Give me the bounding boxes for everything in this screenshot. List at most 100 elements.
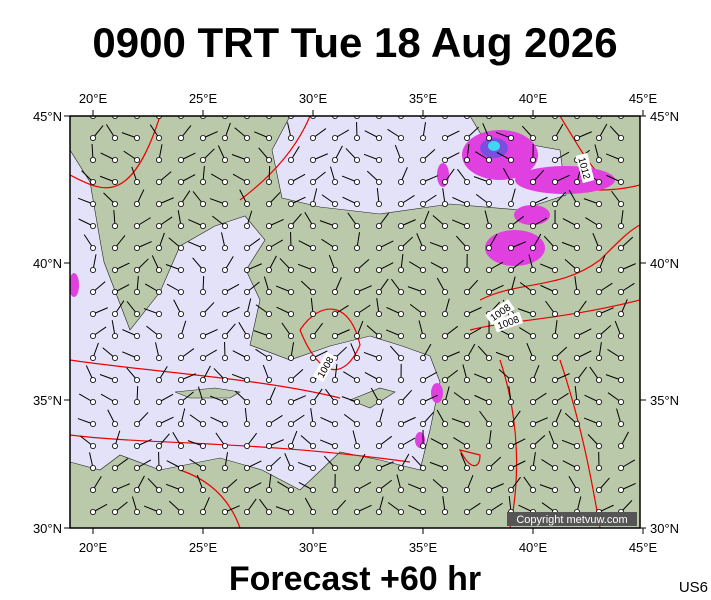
barb-station: [265, 486, 272, 493]
barb-station: [530, 332, 537, 339]
barb-station: [419, 310, 426, 317]
barb-station: [112, 420, 119, 427]
barb-station: [309, 222, 316, 229]
barb-station: [177, 486, 184, 493]
barb-station: [155, 222, 162, 229]
barb-station: [155, 200, 162, 207]
barb-station: [265, 178, 272, 185]
barb-station: [419, 464, 426, 471]
barb-shaft: [510, 116, 511, 117]
barb-station: [155, 508, 162, 515]
barb-station: [441, 508, 448, 515]
barb-station: [243, 156, 250, 163]
barb-station: [375, 398, 382, 405]
barb-station: [485, 332, 492, 339]
barb-station: [507, 222, 514, 229]
barb-station: [287, 156, 294, 163]
barb-station: [265, 200, 272, 207]
barb-station: [375, 442, 382, 449]
barb-station: [90, 244, 97, 251]
barb-station: [441, 244, 448, 251]
barb-station: [530, 222, 537, 229]
barb-station: [397, 486, 404, 493]
barb-station: [265, 134, 272, 141]
barb-station: [485, 222, 492, 229]
copyright-box: [507, 512, 637, 526]
barb-station: [574, 332, 581, 339]
barb-station: [507, 178, 514, 185]
barb-station: [221, 508, 228, 515]
barb-station: [485, 288, 492, 295]
barb-station: [199, 332, 206, 339]
barb-station: [375, 332, 382, 339]
barb-station: [397, 354, 404, 361]
barb-station: [287, 134, 294, 141]
barb-station: [353, 442, 360, 449]
barb-station: [287, 266, 294, 273]
barb-station: [441, 420, 448, 427]
barb-station: [507, 156, 514, 163]
barb-station: [309, 332, 316, 339]
barb-station: [90, 442, 97, 449]
barb-station: [596, 464, 603, 471]
barb-station: [221, 398, 228, 405]
barb-station: [155, 244, 162, 251]
barb-station: [177, 332, 184, 339]
barb-station: [199, 200, 206, 207]
lat-label: 30°N: [33, 521, 62, 536]
barb-station: [221, 288, 228, 295]
barb-station: [155, 398, 162, 405]
barb-shaft: [357, 116, 358, 117]
barb-station: [375, 244, 382, 251]
barb-station: [596, 200, 603, 207]
barb-station: [552, 288, 559, 295]
barb-station: [353, 464, 360, 471]
barb-station: [199, 354, 206, 361]
barb-station: [485, 442, 492, 449]
barb-station: [133, 200, 140, 207]
barb-shaft: [225, 116, 226, 117]
barb-station: [177, 266, 184, 273]
barb-station: [265, 420, 272, 427]
barb-station: [199, 244, 206, 251]
barb-station: [397, 508, 404, 515]
barb-station: [199, 266, 206, 273]
barb-station: [155, 376, 162, 383]
barb-station: [507, 486, 514, 493]
barb-station: [243, 420, 250, 427]
barb-station: [463, 178, 470, 185]
barb-station: [419, 244, 426, 251]
barb-station: [287, 244, 294, 251]
barb-station: [177, 244, 184, 251]
barb-station: [375, 464, 382, 471]
barb-station: [133, 508, 140, 515]
lat-label: 35°N: [33, 393, 62, 408]
barb-station: [397, 398, 404, 405]
barb-station: [618, 200, 625, 207]
barb-station: [112, 442, 119, 449]
barb-station: [331, 464, 338, 471]
contour-label-bg: [492, 311, 524, 333]
barb-station: [485, 244, 492, 251]
barb-station: [199, 156, 206, 163]
barb-station: [243, 266, 250, 273]
barb-station: [419, 420, 426, 427]
barb-station: [309, 288, 316, 295]
barb-station: [133, 178, 140, 185]
barb-station: [507, 244, 514, 251]
barb-station: [177, 200, 184, 207]
barb-station: [353, 398, 360, 405]
barb-shaft: [180, 116, 181, 117]
barb-station: [199, 464, 206, 471]
barb-station: [530, 266, 537, 273]
barb-station: [397, 178, 404, 185]
barb-station: [485, 200, 492, 207]
barb-station: [397, 222, 404, 229]
barb-station: [287, 464, 294, 471]
barb-shaft: [554, 116, 555, 117]
barb-station: [463, 288, 470, 295]
contour-label-bg: [575, 152, 595, 184]
